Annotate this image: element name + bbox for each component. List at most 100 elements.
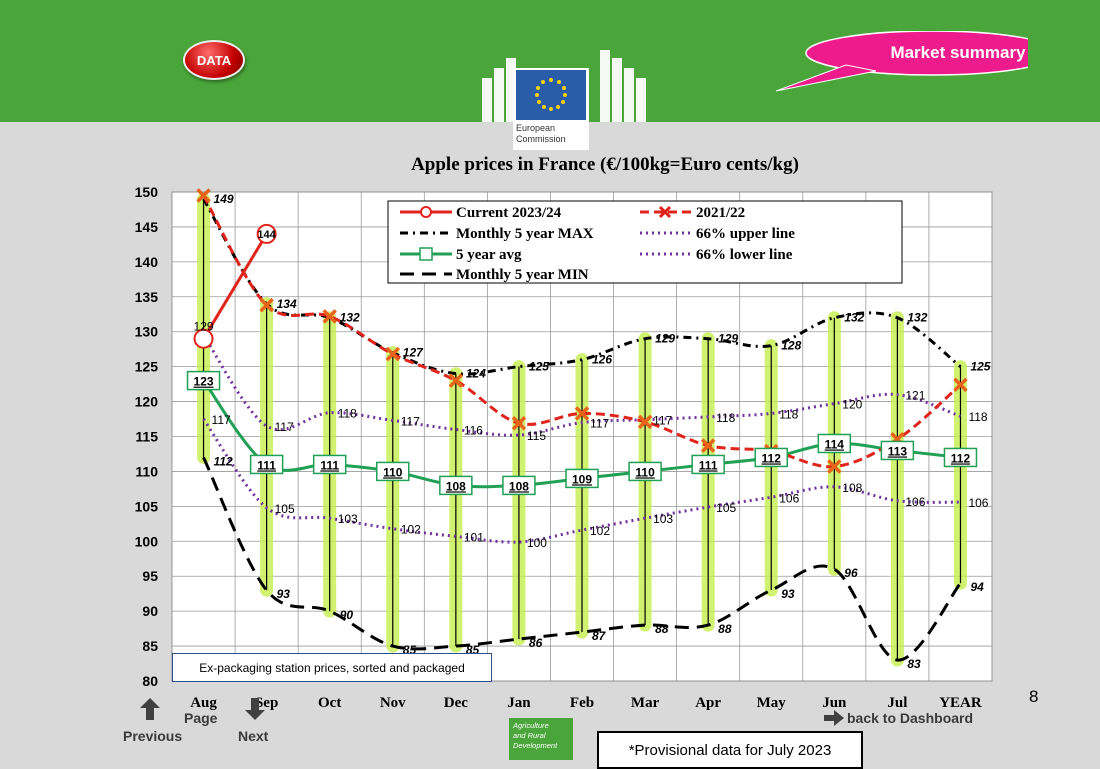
value-label: 115 [527,429,546,443]
page-number: 8 [1029,687,1039,706]
x-tick-label: Oct [318,695,341,711]
point-5yr-avg [502,475,536,496]
next-link[interactable]: Next [238,728,269,744]
legend-marker [658,205,672,219]
value-label: 103 [338,512,358,526]
legend-marker [419,247,433,261]
x-tick-label: Dec [444,695,468,711]
arrow-right-icon[interactable] [824,710,844,726]
value-label: 132 [844,311,864,325]
value-label: 118 [716,411,735,425]
label-current: 129 [194,320,214,334]
value-label: 101 [464,530,484,544]
label-5yr-avg: 109 [572,472,592,486]
value-label: 129 [655,332,675,346]
value-label: 117 [653,414,672,428]
data-button[interactable]: DATA [183,40,245,80]
value-label: 112 [214,454,233,468]
value-label: 117 [401,414,420,428]
label-5yr-avg: 123 [194,375,214,389]
x-tick-label: Nov [380,695,406,711]
agri-logo: Agriculture and Rural Development [509,718,573,760]
series-line [202,456,962,662]
x-tick-label: Jun [822,695,847,711]
value-label: 118 [779,407,798,421]
legend-label: Monthly 5 year MIN [456,267,589,283]
logo-text-2: Commission [516,134,566,144]
y-tick-label: 85 [142,638,158,654]
value-label: 88 [655,622,669,636]
series-line [202,233,268,340]
label-5yr-avg: 112 [762,451,782,465]
value-label: 125 [970,360,990,374]
point-5yr-avg [628,461,662,482]
legend-label: Monthly 5 year MAX [456,226,594,242]
value-label: 94 [970,580,984,594]
x-tick-label: Jul [887,695,907,711]
point-2021-22 [385,346,401,362]
value-label: 118 [968,410,987,424]
y-tick-label: 130 [135,324,159,340]
value-label: 118 [338,407,357,421]
label-5yr-avg: 112 [951,451,971,465]
note-box: Ex-packaging station prices, sorted and … [172,653,492,682]
series-line [202,198,962,376]
point-2021-22 [322,309,337,324]
page-label: Page [184,710,218,726]
value-label: 102 [401,523,421,537]
point-5yr-avg [439,475,473,496]
series-line [202,418,961,544]
back-to-dashboard-link[interactable]: back to Dashboard [847,710,974,726]
point-5yr-avg [565,468,599,489]
y-tick-label: 120 [135,394,159,410]
point-5yr-avg [817,433,852,454]
y-tick-label: 90 [142,603,158,619]
value-label: 100 [527,536,547,550]
value-label: 117 [275,420,294,434]
value-label: 116 [464,424,483,438]
point-5yr-avg [312,454,347,475]
value-label: 106 [905,495,925,509]
point-2021-22 [637,414,653,430]
value-label: 90 [340,608,354,622]
series-line [202,334,961,437]
value-label: 127 [403,346,424,360]
legend-label: 2021/22 [696,205,745,221]
arrow-up-icon[interactable] [140,698,160,720]
point-5yr-avg [249,454,284,475]
y-tick-label: 100 [135,533,159,549]
value-label: 125 [529,360,549,374]
value-label: 120 [842,398,862,412]
point-5yr-avg [754,447,788,468]
point-5yr-avg [186,370,221,391]
previous-link[interactable]: Previous [123,728,183,744]
label-5yr-avg: 111 [320,458,339,472]
y-tick-label: 145 [135,219,159,235]
value-label: 128 [781,339,801,353]
value-label: 132 [340,311,360,325]
value-label: 96 [844,566,858,580]
y-tick-label: 140 [135,254,159,270]
provisional-note: *Provisional data for July 2023 [597,731,863,769]
speech-bubble-shape [776,31,1028,92]
point-2021-22 [511,415,527,431]
value-label: 103 [653,512,673,526]
value-label: 124 [466,367,486,381]
label-5yr-avg: 113 [888,444,908,458]
y-tick-label: 80 [142,673,158,689]
y-tick-label: 110 [135,463,158,479]
value-label: 134 [277,297,297,311]
label-5yr-avg: 110 [383,465,403,479]
value-label: 93 [277,587,291,601]
x-tick-label: Mar [631,695,660,711]
value-label: 126 [592,353,612,367]
legend-label: 66% lower line [696,247,793,263]
arrow-down-icon[interactable] [245,698,265,720]
label-5yr-avg: 114 [825,437,845,451]
value-label: 117 [590,417,609,431]
label-5yr-avg: 108 [446,479,466,493]
market-summary-button[interactable]: Market summary [776,31,1058,92]
point-current [256,223,277,244]
point-5yr-avg [880,440,915,461]
